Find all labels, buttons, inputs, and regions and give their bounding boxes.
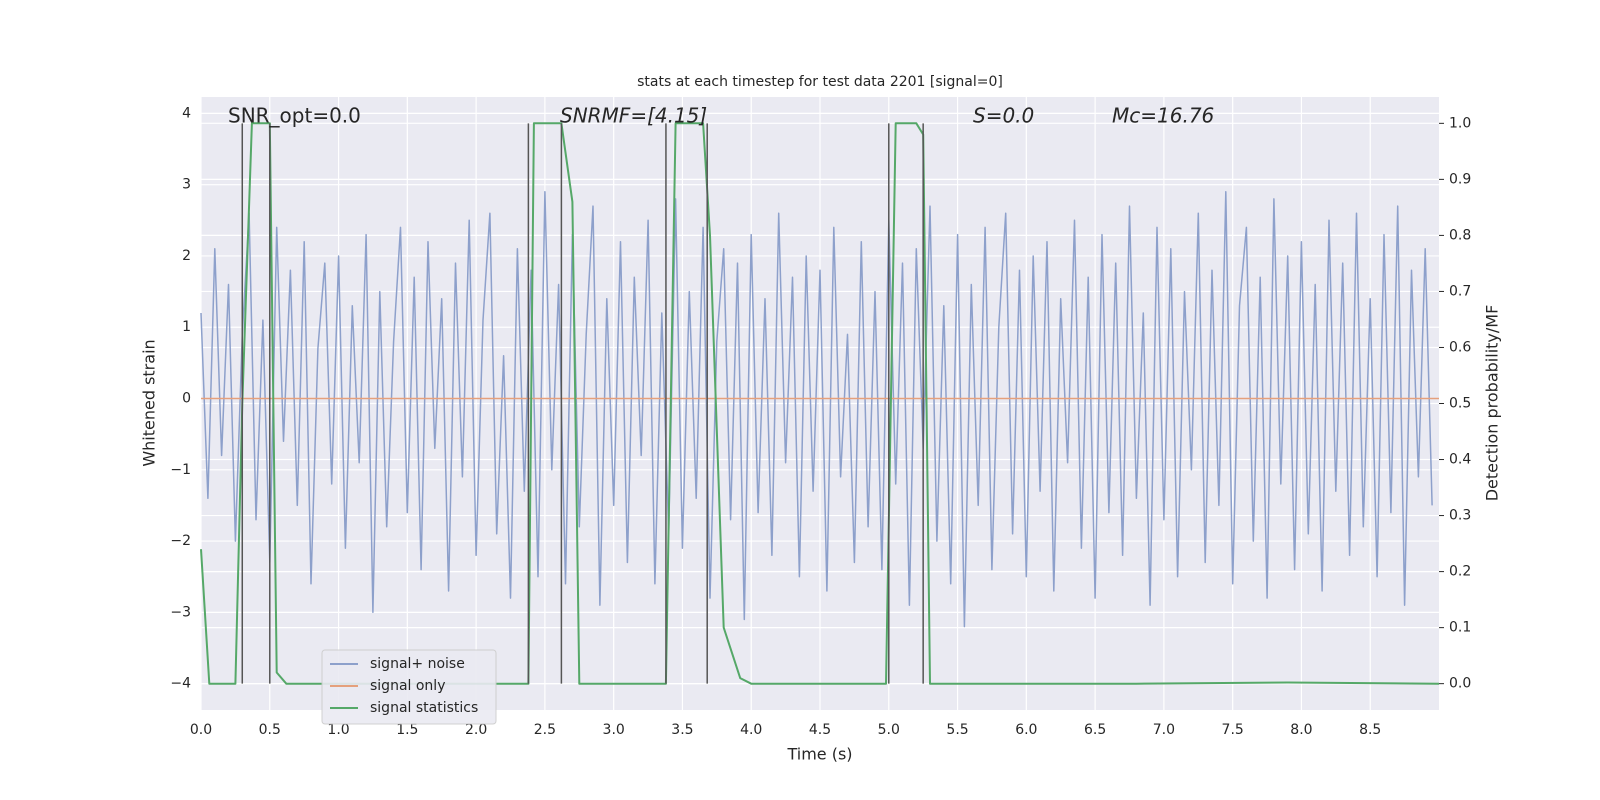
y-tick-label: 2 <box>182 248 191 264</box>
x-tick-label: 6.0 <box>1015 722 1037 738</box>
y2-tick-label: 0.9 <box>1449 171 1471 187</box>
x-tick-label: 6.5 <box>1084 722 1106 738</box>
y2-tick-label: 0.7 <box>1449 283 1471 299</box>
annotation: SNRMF=[4.15] <box>560 104 707 128</box>
y-tick-label: 1 <box>182 319 191 335</box>
x-tick-label: 4.0 <box>740 722 762 738</box>
y-tick-label: 4 <box>182 105 191 121</box>
x-tick-label: 5.0 <box>878 722 900 738</box>
y2-tick-label: 0.4 <box>1449 452 1471 468</box>
y2-tick-label: 0.6 <box>1449 339 1471 355</box>
x-tick-label: 7.5 <box>1222 722 1244 738</box>
y2-tick-label: 0.0 <box>1449 676 1471 692</box>
x-tick-label: 0.5 <box>259 722 281 738</box>
x-tick-label: 0.0 <box>190 722 212 738</box>
series-line <box>200 191 1433 628</box>
x-tick-label: 2.0 <box>465 722 487 738</box>
y-tick-label: −4 <box>170 676 191 692</box>
annotation: Mc=16.76 <box>1112 104 1214 128</box>
y2-tick-label: 0.3 <box>1449 508 1471 524</box>
y2-axis-label: Detection probability/MF <box>1483 305 1502 502</box>
y-tick-label: 3 <box>182 177 191 193</box>
x-tick-label: 1.5 <box>396 722 418 738</box>
legend-box <box>321 649 497 725</box>
legend-label: signal+ noise <box>370 656 465 672</box>
y-tick-label: −1 <box>170 462 191 478</box>
y-tick-label: −3 <box>170 604 191 620</box>
x-tick-label: 8.5 <box>1359 722 1381 738</box>
legend-label: signal statistics <box>370 700 478 716</box>
y2-tick-label: 0.8 <box>1449 227 1471 243</box>
chart-title: stats at each timestep for test data 220… <box>637 74 1003 90</box>
annotation: S=0.0 <box>973 104 1034 128</box>
y2-tick-label: 0.1 <box>1449 620 1471 636</box>
x-tick-label: 4.5 <box>809 722 831 738</box>
annotation: SNR_opt=0.0 <box>228 104 361 128</box>
x-tick-label: 1.0 <box>327 722 349 738</box>
x-tick-label: 5.5 <box>946 722 968 738</box>
legend-label: signal only <box>370 678 445 694</box>
x-tick-label: 8.0 <box>1290 722 1312 738</box>
x-axis-label: Time (s) <box>786 745 852 764</box>
x-tick-label: 7.0 <box>1153 722 1175 738</box>
x-tick-label: 3.0 <box>603 722 625 738</box>
y2-tick-label: 0.2 <box>1449 564 1471 580</box>
x-tick-label: 2.5 <box>534 722 556 738</box>
y2-tick-label: 1.0 <box>1449 115 1471 131</box>
series-line <box>200 122 1440 685</box>
y2-tick-label: 0.5 <box>1449 396 1471 412</box>
x-tick-label: 3.5 <box>671 722 693 738</box>
y-axis-label: Whitened strain <box>140 339 159 466</box>
y-tick-label: −2 <box>170 533 191 549</box>
y-tick-label: 0 <box>182 391 191 407</box>
